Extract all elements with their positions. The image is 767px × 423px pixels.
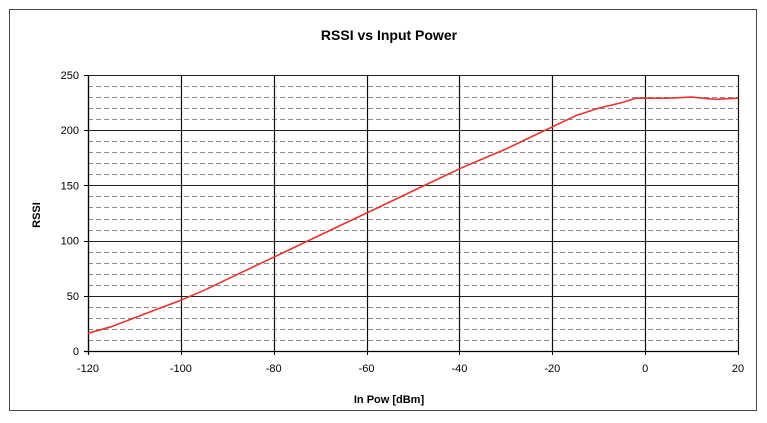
x-axis-label: In Pow [dBm]	[354, 394, 425, 406]
rssi-series-line	[87, 96, 739, 335]
x-tick-label: -60	[359, 363, 375, 375]
x-tick-label: -40	[451, 363, 467, 375]
y-tick-label: 150	[61, 180, 79, 192]
y-axis-label: RSSI	[31, 202, 43, 228]
chart-frame: 0 50 100 150 200 250 -120 -100 -80 -60 -40 -20 0 20 R…	[9, 9, 757, 411]
y-tick-label: 100	[61, 236, 79, 248]
y-tick-label: 250	[61, 70, 79, 82]
x-tick-label: -80	[266, 363, 282, 375]
x-tick-label: -120	[77, 363, 99, 375]
y-tick-label: 0	[73, 346, 79, 358]
plot-area	[88, 75, 738, 351]
y-tick-label: 50	[67, 291, 79, 303]
x-tick-label: -20	[544, 363, 560, 375]
chart-title: RSSI vs Input Power	[321, 27, 458, 43]
x-tick-label: 0	[642, 363, 648, 375]
y-tick-label: 200	[61, 125, 79, 137]
x-tick-label: -100	[170, 363, 192, 375]
x-tick-label: 20	[732, 363, 744, 375]
rssi-line-chart: 0 50 100 150 200 250 -120 -100 -80 -60 -40 -20 0 20 R…	[31, 27, 744, 406]
